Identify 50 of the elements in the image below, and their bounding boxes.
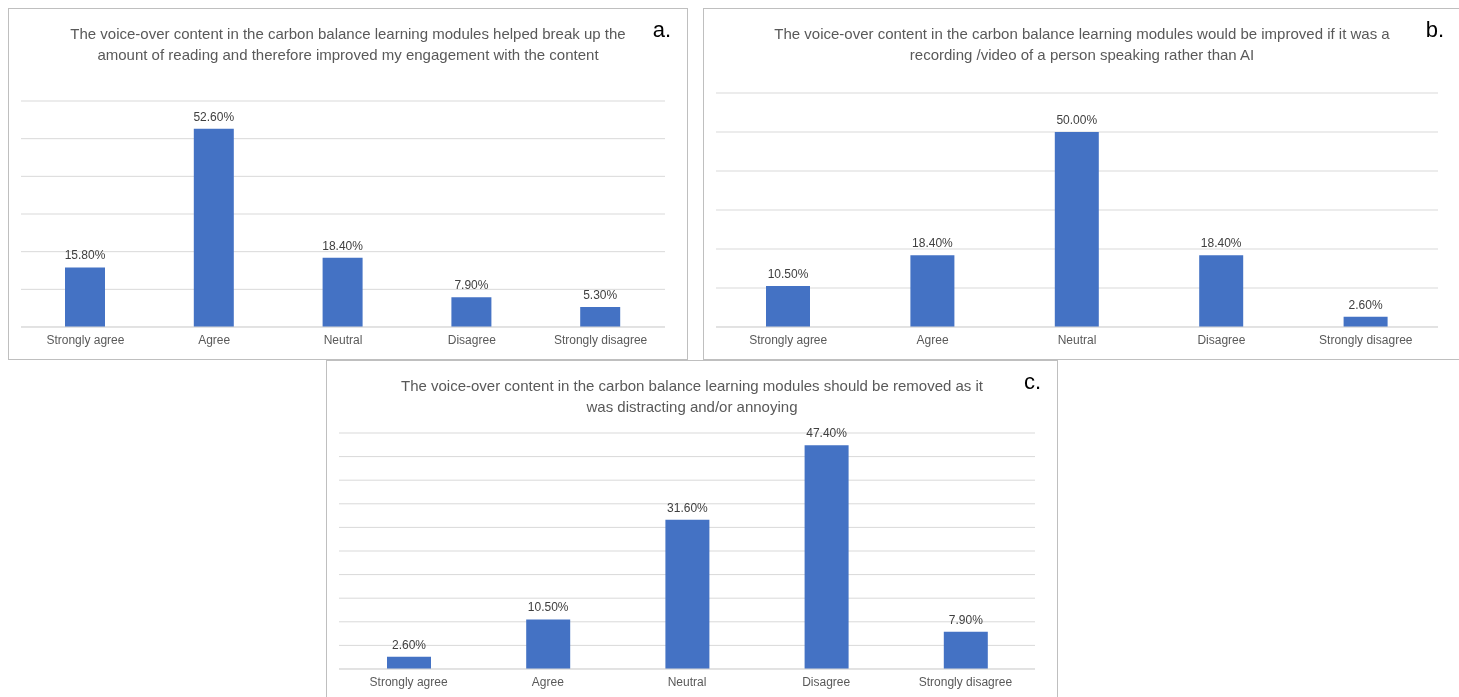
bar — [943, 631, 988, 669]
data-label: 2.60% — [1348, 297, 1383, 312]
x-tick-label: Agree — [531, 674, 565, 689]
chart-title: The voice-over content in the carbon balance learning modules helped break up the amount of reading and therefore improved my engagement with the content — [69, 24, 627, 65]
data-label: 52.60% — [193, 109, 235, 124]
data-label: 47.40% — [806, 426, 848, 441]
chart-title: The voice-over content in the carbon balance learning modules would be improved if it was a recording /video of a person speaking rather than AI — [773, 24, 1391, 65]
bar — [910, 255, 955, 327]
data-label: 15.80% — [64, 248, 106, 263]
x-tick-label: Strongly disagree — [918, 674, 1013, 689]
bar — [526, 619, 571, 669]
chart-title: The voice-over content in the carbon balance learning modules should be removed as it was distracting and/or annoying — [400, 376, 984, 417]
x-tick-label: Disagree — [447, 332, 497, 347]
x-tick-label: Disagree — [802, 674, 851, 689]
bar — [193, 128, 234, 327]
data-label: 18.40% — [1200, 236, 1242, 251]
data-label: 10.50% — [767, 267, 809, 282]
bar — [665, 519, 710, 669]
x-tick-label: Agree — [916, 332, 949, 347]
bar — [1054, 132, 1099, 327]
x-tick-label: Strongly agree — [46, 332, 125, 347]
data-label: 18.40% — [912, 236, 954, 251]
bar — [322, 257, 363, 327]
bar — [451, 297, 492, 327]
bar — [804, 445, 849, 669]
x-tick-label: Neutral — [1057, 332, 1097, 347]
x-tick-label: Neutral — [323, 332, 363, 347]
data-label: 10.50% — [527, 600, 569, 615]
bar — [387, 656, 431, 669]
text: a. — [652, 17, 671, 43]
text: b. — [1425, 17, 1444, 43]
data-label: 2.60% — [391, 637, 427, 652]
data-label: 5.30% — [583, 288, 618, 303]
data-label: 18.40% — [322, 238, 364, 253]
bar — [1199, 255, 1244, 327]
x-tick-label: Strongly disagree — [1319, 332, 1413, 347]
x-tick-label: Agree — [198, 332, 231, 347]
data-label: 50.00% — [1056, 113, 1098, 127]
x-tick-label: Neutral — [667, 674, 707, 689]
bar — [65, 267, 105, 327]
text: c. — [1023, 369, 1041, 395]
data-label: 31.60% — [667, 500, 709, 515]
data-label: 7.90% — [948, 612, 984, 627]
x-tick-label: Disagree — [1197, 332, 1246, 347]
x-tick-label: Strongly agree — [369, 674, 448, 689]
bar — [766, 286, 810, 327]
bar — [580, 307, 621, 327]
x-tick-label: Strongly disagree — [553, 332, 648, 347]
x-tick-label: Strongly agree — [749, 332, 828, 347]
data-label: 7.90% — [454, 278, 489, 293]
